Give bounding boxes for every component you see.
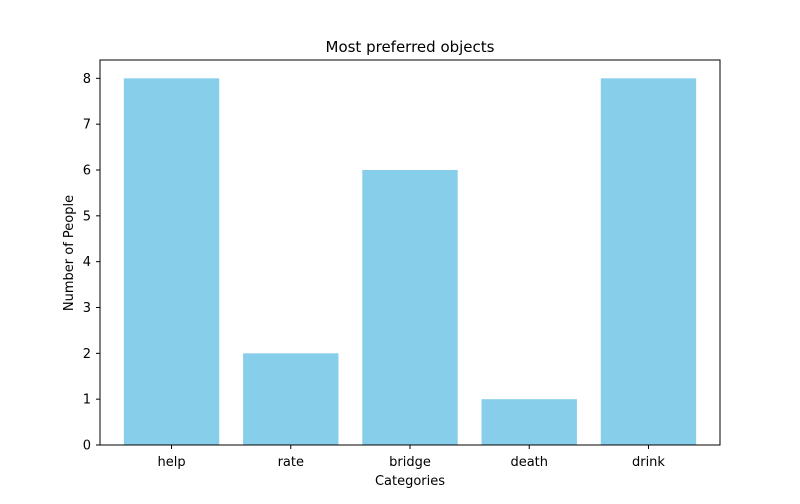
bar-bridge — [362, 170, 458, 445]
x-tick-label: bridge — [389, 455, 431, 470]
y-tick-label: 3 — [83, 301, 91, 316]
bar-rate — [243, 353, 339, 445]
y-tick-label: 6 — [83, 164, 91, 179]
bar-help — [123, 78, 220, 445]
y-tick-label: 8 — [83, 72, 91, 87]
x-tick-label: help — [157, 455, 185, 470]
plot-frame — [99, 59, 721, 446]
x-tick-label: rate — [278, 455, 304, 470]
y-tick-label: 5 — [83, 209, 91, 224]
bars-group — [123, 78, 697, 445]
x-axis-label: Categories — [375, 474, 445, 489]
x-axis-ticks: help rate bridge death drink — [157, 445, 665, 470]
chart-title: Most preferred objects — [326, 38, 495, 56]
y-tick-label: 7 — [83, 118, 91, 133]
bar-death — [481, 399, 577, 445]
bar-drink — [600, 78, 697, 445]
y-tick-label: 2 — [83, 347, 91, 362]
y-axis-ticks: 0 1 2 3 4 5 6 7 8 — [83, 72, 100, 454]
x-tick-label: death — [510, 455, 548, 470]
y-tick-label: 1 — [83, 393, 91, 408]
y-tick-label: 0 — [83, 439, 91, 454]
y-axis-label: Number of People — [62, 195, 77, 311]
y-tick-label: 4 — [83, 255, 91, 270]
x-tick-label: drink — [632, 455, 665, 470]
